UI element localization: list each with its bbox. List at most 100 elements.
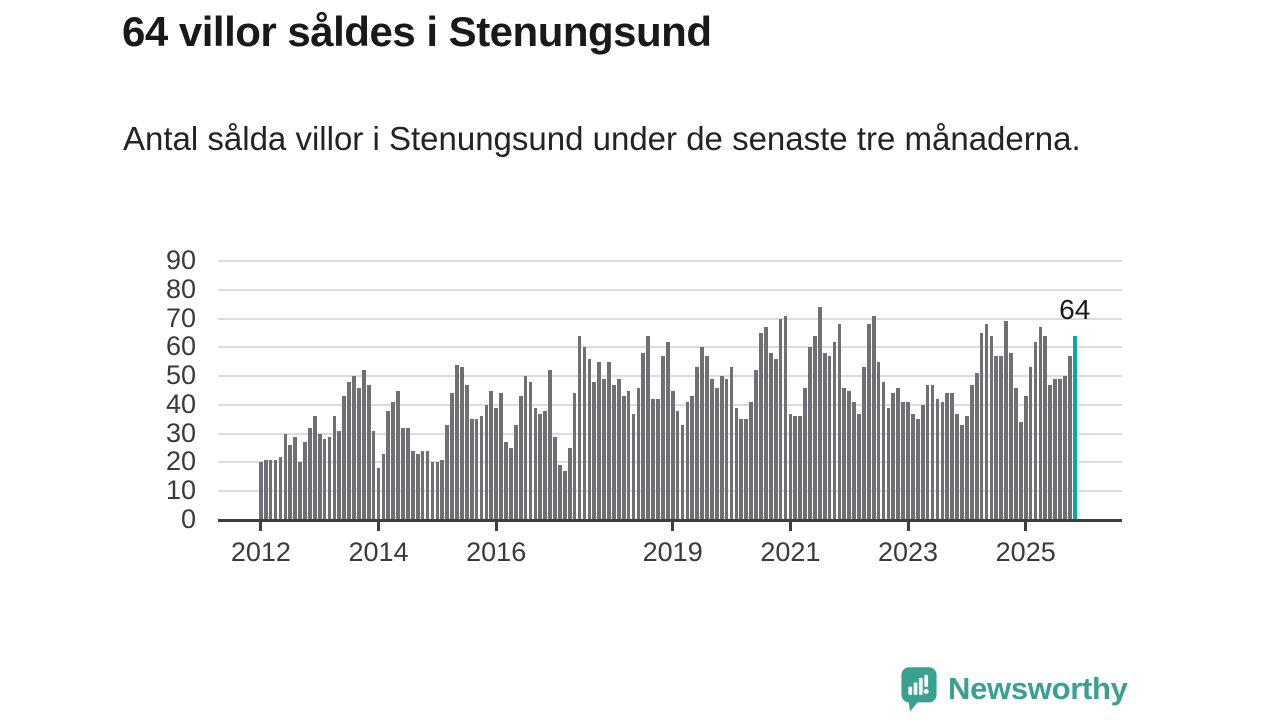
page-title: 64 villor såldes i Stenungsund <box>122 8 712 55</box>
bar <box>352 376 356 520</box>
bar <box>822 353 827 520</box>
bar <box>259 462 263 520</box>
bar <box>675 410 680 520</box>
bar <box>425 450 430 520</box>
x-axis-tick <box>494 521 498 531</box>
bar <box>283 433 288 520</box>
bar <box>489 390 494 520</box>
bar <box>984 324 989 520</box>
bar <box>504 442 508 520</box>
bar <box>366 384 371 520</box>
bar <box>381 453 386 520</box>
bar <box>616 379 621 520</box>
bar <box>317 433 322 520</box>
bar <box>714 387 719 520</box>
bar <box>357 387 361 520</box>
bar <box>739 419 744 520</box>
bar <box>979 332 984 520</box>
bar <box>891 393 896 520</box>
bar <box>1018 422 1023 520</box>
bar <box>558 465 562 520</box>
y-axis-label: 10 <box>165 475 196 506</box>
bar <box>562 471 567 520</box>
bar <box>685 402 690 520</box>
y-axis-label: 60 <box>165 331 196 362</box>
bar <box>665 341 670 520</box>
bar <box>754 370 758 520</box>
bar <box>567 448 572 520</box>
bar <box>361 370 366 520</box>
bar <box>813 335 817 520</box>
bar <box>768 353 773 520</box>
bar <box>386 410 391 520</box>
bar <box>631 413 636 520</box>
y-axis-label: 70 <box>165 302 196 333</box>
bar <box>759 332 763 520</box>
bar <box>724 379 729 520</box>
bar <box>969 384 974 520</box>
gridline <box>218 461 1122 464</box>
bar <box>911 413 915 520</box>
bar <box>268 459 273 520</box>
bar <box>852 402 856 520</box>
y-axis-label: 20 <box>165 446 196 477</box>
bar <box>312 416 317 520</box>
bar <box>288 445 293 520</box>
bar <box>842 387 847 520</box>
bar <box>430 462 435 520</box>
bar <box>646 335 651 520</box>
bar <box>528 381 533 520</box>
bar <box>710 379 714 520</box>
bar <box>817 307 822 520</box>
bar <box>729 367 734 520</box>
x-axis-label: 2021 <box>760 537 821 567</box>
bar <box>577 335 582 520</box>
bar <box>1058 379 1062 520</box>
gridline <box>218 432 1122 435</box>
bar <box>705 355 709 520</box>
bar <box>445 425 449 520</box>
gridline <box>218 490 1122 493</box>
bar <box>695 367 700 520</box>
bar <box>592 381 597 520</box>
bar <box>263 459 268 520</box>
bar <box>440 459 445 520</box>
bar <box>401 427 405 520</box>
bar <box>499 393 503 520</box>
bar <box>827 355 832 520</box>
bar <box>901 402 905 520</box>
y-axis-label: 0 <box>180 504 196 534</box>
highlight-bar <box>1072 335 1077 520</box>
bar <box>538 413 543 520</box>
bar <box>719 376 724 520</box>
bar <box>597 361 601 520</box>
x-axis-label: 2023 <box>877 537 939 567</box>
bar <box>415 453 420 520</box>
bar <box>533 407 538 520</box>
bar <box>479 416 484 520</box>
bar <box>273 459 278 520</box>
x-axis-label: 2016 <box>466 537 527 567</box>
bar <box>680 425 685 520</box>
bar <box>582 347 587 520</box>
bar <box>989 335 994 520</box>
bar <box>661 355 665 520</box>
bar <box>940 402 945 520</box>
bar <box>587 358 592 520</box>
bar <box>1067 355 1072 520</box>
bar <box>450 393 454 520</box>
x-axis-tick <box>671 521 675 531</box>
bar <box>298 462 302 520</box>
bar <box>994 355 999 520</box>
bar <box>871 315 876 520</box>
bar <box>935 399 940 520</box>
x-axis-tick <box>259 521 263 531</box>
x-axis-label: 2019 <box>642 537 703 567</box>
bar <box>965 416 969 520</box>
brand-wordmark: Newsworthy <box>948 671 1128 706</box>
gridline <box>218 375 1122 378</box>
bar <box>607 361 611 520</box>
bar <box>793 416 798 520</box>
bar <box>1038 327 1043 520</box>
bar <box>303 442 307 520</box>
